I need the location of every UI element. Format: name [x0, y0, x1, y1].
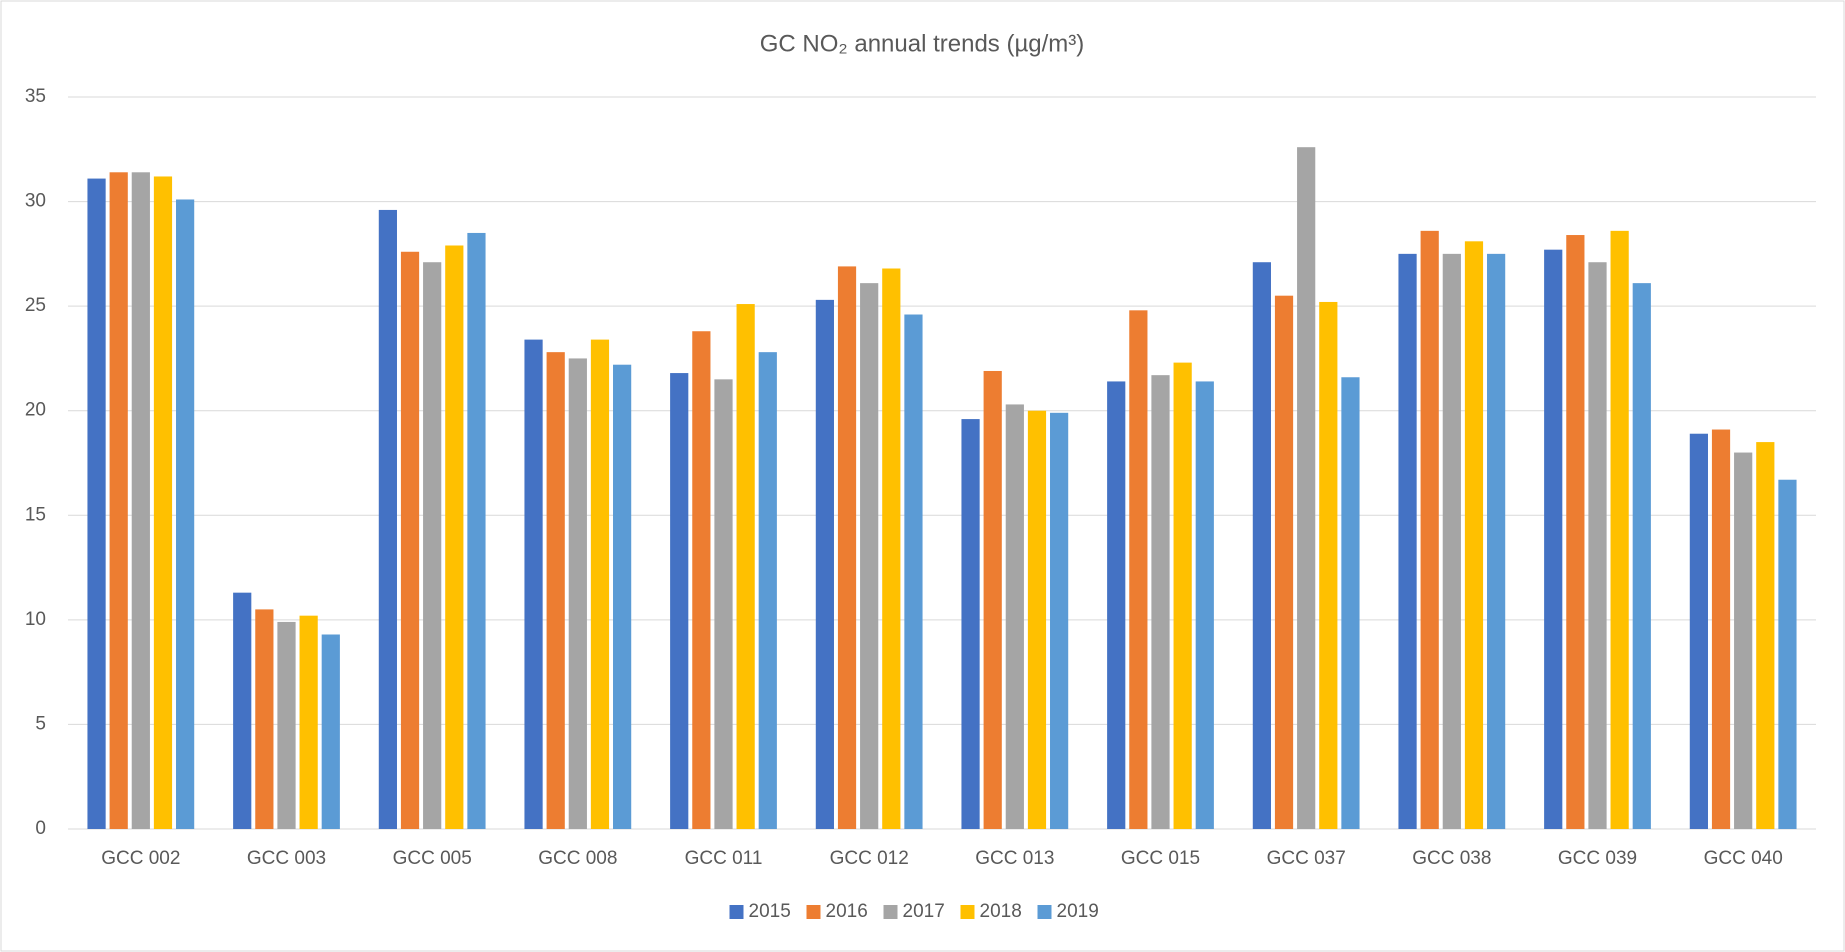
- bar: [423, 262, 442, 829]
- legend-swatch: [729, 905, 744, 919]
- bar: [1151, 375, 1170, 829]
- bar: [613, 364, 632, 829]
- bar: [758, 352, 777, 829]
- x-tick-label: GCC 039: [1558, 848, 1637, 869]
- x-tick-label: GCC 005: [393, 848, 472, 869]
- bar: [1195, 381, 1214, 829]
- y-tick-label: 25: [25, 295, 46, 316]
- bar: [736, 304, 755, 830]
- x-tick-label: GCC 038: [1412, 848, 1491, 869]
- bar: [1487, 253, 1506, 829]
- bar: [1610, 230, 1629, 829]
- y-tick-label: 30: [25, 191, 46, 212]
- bar: [882, 268, 901, 829]
- bar: [131, 172, 150, 829]
- chart-title: GC NO₂ annual trends (µg/m³): [760, 30, 1085, 57]
- bar: [1297, 147, 1316, 830]
- bar: [1027, 410, 1047, 829]
- legend-label: 2017: [903, 901, 945, 922]
- y-tick-label: 10: [25, 609, 46, 630]
- legend-label: 2015: [749, 901, 791, 922]
- legend-label: 2016: [826, 901, 868, 922]
- bar: [1442, 253, 1461, 829]
- bar: [568, 358, 587, 829]
- bar: [321, 634, 340, 829]
- bar: [1005, 404, 1024, 829]
- bar: [904, 314, 923, 830]
- bar: [1341, 377, 1360, 829]
- y-tick-label: 5: [35, 713, 46, 734]
- bar: [1734, 452, 1753, 829]
- bar: [87, 178, 106, 829]
- x-tick-label: GCC 013: [975, 848, 1054, 869]
- bar: [467, 232, 486, 829]
- bar: [815, 299, 834, 830]
- bar: [1420, 230, 1439, 829]
- bar: [524, 339, 543, 829]
- bar: [1173, 362, 1192, 829]
- bar: [692, 331, 711, 829]
- bar: [1252, 262, 1271, 829]
- bar: [445, 245, 464, 829]
- bar: [1756, 442, 1775, 829]
- bar: [176, 199, 195, 830]
- bar: [1632, 283, 1651, 829]
- bar: [1464, 241, 1484, 829]
- x-tick-label: GCC 003: [247, 848, 326, 869]
- bar: [1398, 253, 1417, 829]
- bar: [378, 209, 397, 830]
- bar: [1566, 235, 1585, 829]
- legend-swatch: [806, 905, 821, 919]
- y-tick-label: 0: [35, 818, 46, 839]
- x-tick-label: GCC 008: [538, 848, 617, 869]
- bar: [546, 352, 565, 829]
- bar: [590, 339, 610, 829]
- bar: [1544, 249, 1563, 829]
- legend-label: 2018: [980, 901, 1022, 922]
- x-tick-label: GCC 011: [685, 848, 763, 869]
- bar: [277, 621, 296, 829]
- bar: [233, 592, 252, 829]
- bar: [109, 172, 128, 829]
- bar: [1689, 433, 1708, 829]
- legend-swatch: [883, 905, 898, 919]
- y-tick-label: 35: [25, 86, 46, 107]
- bar: [1129, 310, 1148, 830]
- bar: [714, 379, 733, 829]
- legend-swatch: [960, 905, 975, 919]
- bar: [299, 615, 318, 829]
- bar: [1778, 479, 1797, 829]
- x-tick-label: GCC 037: [1267, 848, 1346, 869]
- bar: [1274, 295, 1294, 830]
- legend-swatch: [1037, 905, 1052, 919]
- bar: [400, 251, 420, 829]
- bar: [1107, 381, 1126, 829]
- y-tick-label: 15: [25, 504, 46, 525]
- bar: [1588, 262, 1607, 829]
- y-tick-label: 20: [25, 400, 46, 421]
- bar: [153, 176, 173, 829]
- x-tick-label: GCC 002: [101, 848, 180, 869]
- legend-label: 2019: [1057, 901, 1099, 922]
- bar: [1319, 301, 1338, 830]
- x-tick-label: GCC 012: [830, 848, 909, 869]
- x-tick-label: GCC 040: [1704, 848, 1783, 869]
- bar: [961, 419, 980, 829]
- bar: [1050, 412, 1069, 829]
- bar: [860, 283, 879, 829]
- x-tick-label: GCC 015: [1121, 848, 1200, 869]
- bar: [1711, 429, 1731, 829]
- bar: [670, 373, 689, 829]
- bar: [837, 266, 857, 829]
- bar: [983, 370, 1002, 829]
- bar: [255, 609, 274, 829]
